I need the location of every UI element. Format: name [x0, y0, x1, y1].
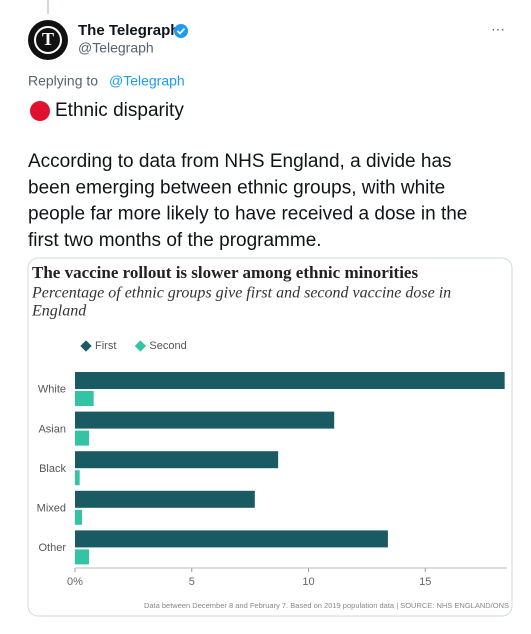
y-tick-label: Asian	[38, 423, 66, 435]
legend-label: Second	[149, 340, 186, 352]
verified-check	[176, 27, 186, 35]
bar	[75, 411, 335, 429]
red-circle-emoji	[30, 101, 50, 121]
more-menu[interactable]: ···	[491, 21, 505, 37]
bar	[75, 391, 94, 406]
body-line: first two months of the programme.	[28, 230, 322, 251]
headline: Ethnic disparity	[55, 100, 184, 121]
x-tick-label: 10	[302, 576, 314, 588]
chart-card[interactable]	[27, 257, 513, 617]
chart-note: Data between December 8 and February 7. …	[144, 601, 509, 610]
avatar[interactable]	[28, 20, 68, 60]
author-handle[interactable]: @Telegraph	[78, 40, 154, 56]
bar	[75, 490, 255, 508]
bar	[75, 470, 80, 486]
chart-subtitle: England	[31, 303, 87, 320]
reply-prefix: Replying to	[28, 73, 98, 89]
bar	[75, 509, 83, 525]
legend-label: First	[95, 340, 116, 352]
avatar-logo: T	[42, 29, 54, 49]
x-tick-label: 15	[419, 576, 431, 588]
avatar-ring	[34, 26, 62, 54]
y-tick-label: White	[38, 384, 66, 396]
bar	[75, 451, 279, 469]
body-line: people far more likely to have received …	[28, 204, 467, 225]
bar	[75, 372, 505, 389]
x-tick-label: 5	[189, 576, 195, 588]
bar	[75, 430, 90, 446]
y-tick-label: Black	[39, 463, 66, 475]
body-line: According to data from NHS England, a di…	[28, 151, 452, 172]
bar	[75, 549, 90, 565]
chart-title: The vaccine rollout is slower among ethn…	[32, 263, 418, 282]
chart-subtitle: Percentage of ethnic groups give first a…	[31, 285, 451, 302]
bar	[75, 530, 388, 548]
body-line: been emerging between ethnic groups, wit…	[28, 177, 445, 198]
x-tick-label: 0%	[67, 576, 83, 588]
legend-swatch	[134, 340, 147, 352]
y-tick-label: Mixed	[37, 503, 66, 515]
y-tick-label: Other	[38, 542, 66, 554]
reply-handle[interactable]: @Telegraph	[109, 73, 185, 89]
verified-badge	[174, 24, 188, 38]
author-name[interactable]: The Telegraph	[78, 22, 179, 39]
